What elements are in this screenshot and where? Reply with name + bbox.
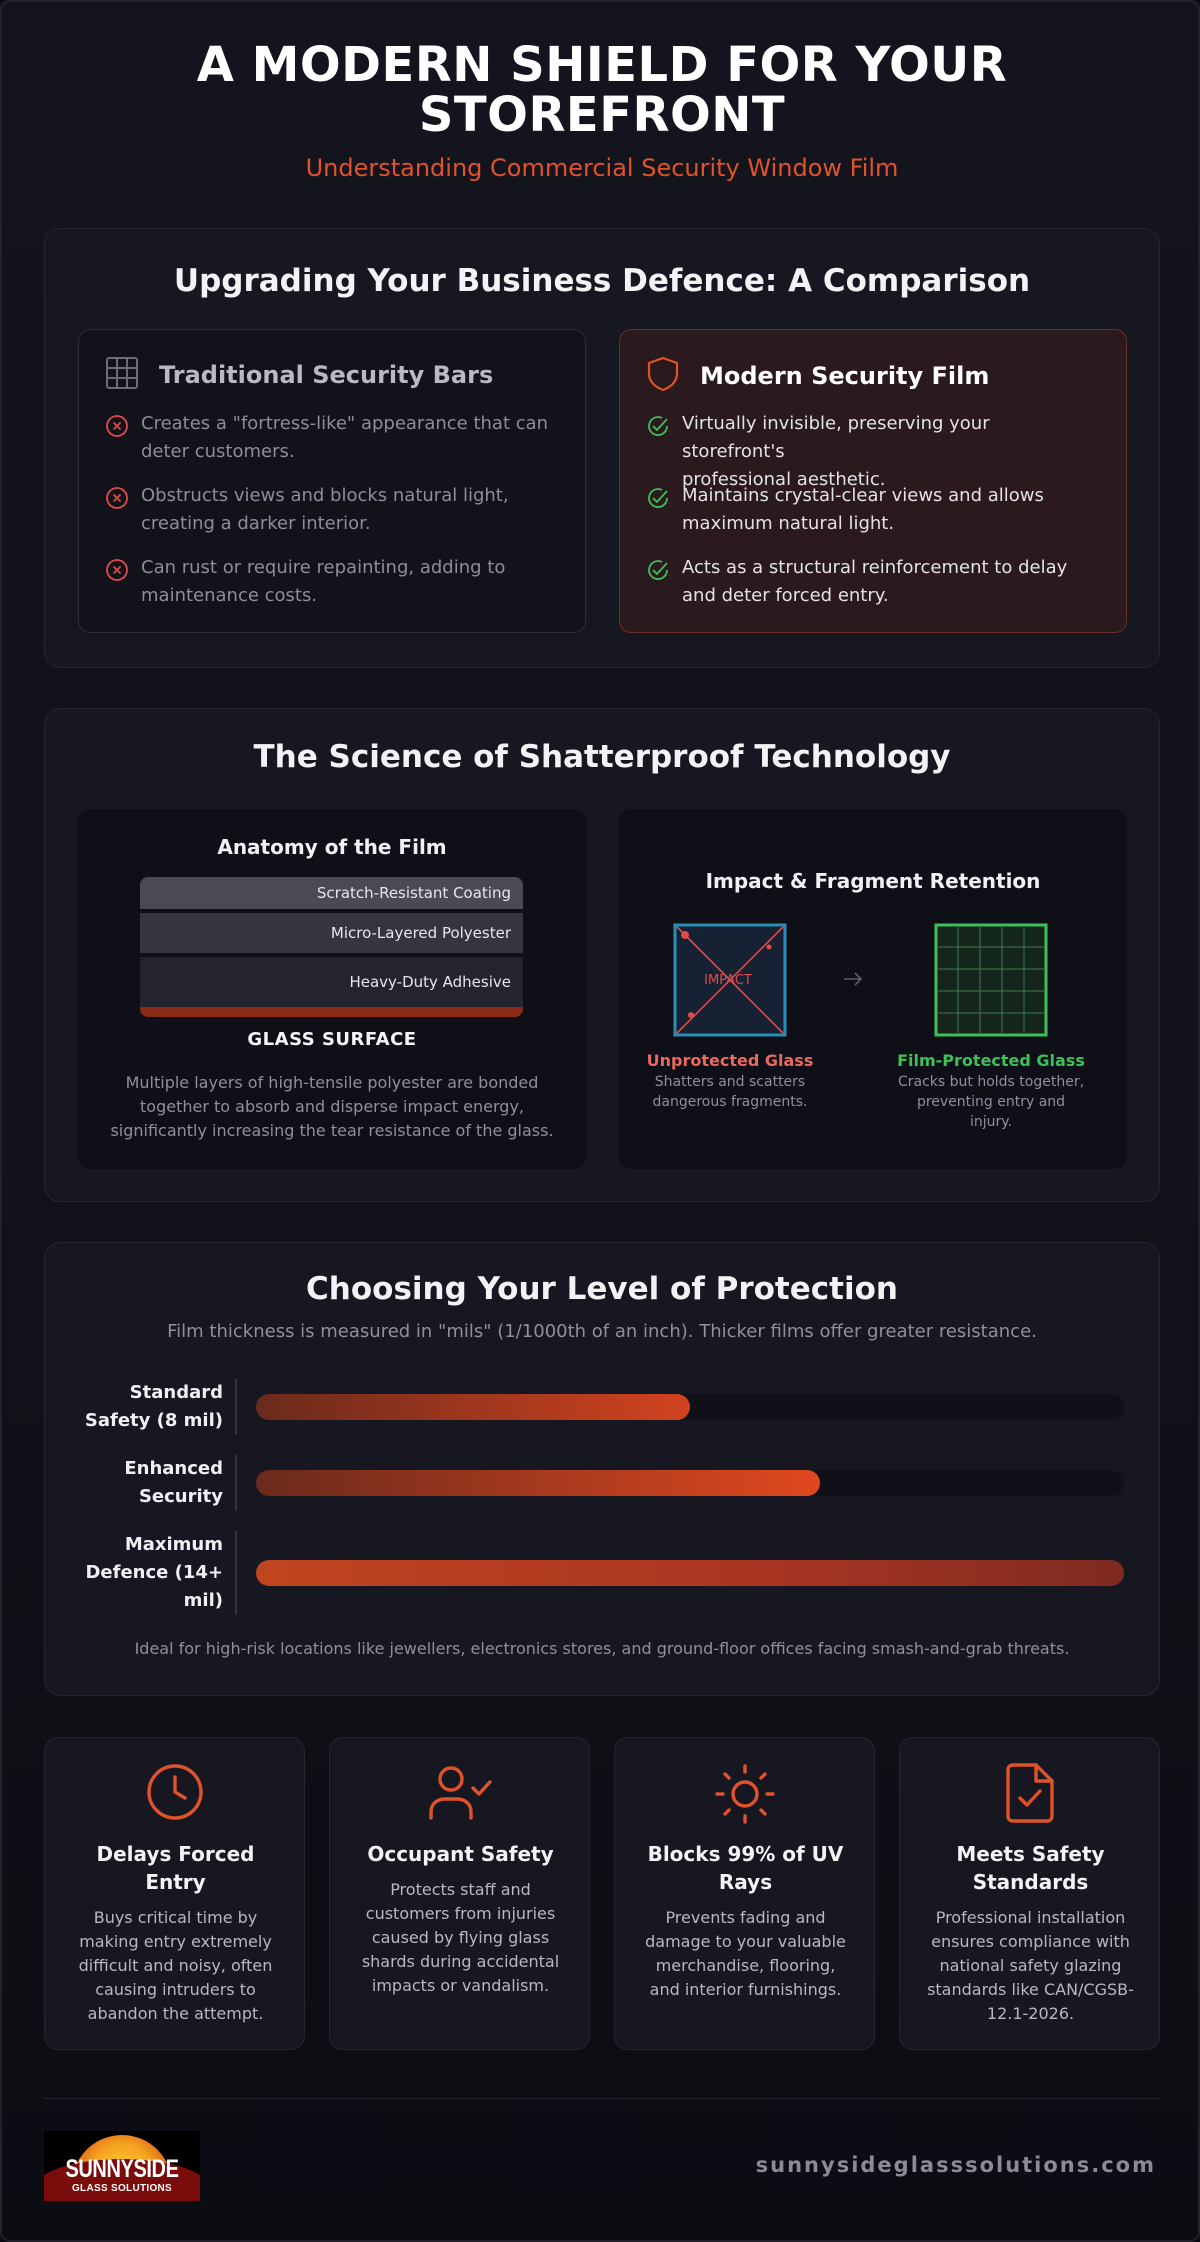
sun-icon	[615, 1762, 874, 1826]
grid-bars-icon	[105, 356, 139, 394]
feature-card-safety-standards: Meets Safety Standards Professional insta…	[899, 1737, 1160, 2050]
feature-card-delays-entry: Delays Forced Entry Buys critical time by…	[44, 1737, 305, 2050]
company-logo[interactable]: SUNNYSIDE GLASS SOLUTIONS	[44, 2131, 200, 2201]
shattered-glass-diagram: IMPACT	[673, 923, 787, 1037]
level-track-enhanced	[256, 1470, 1124, 1496]
feature-title: Delays Forced Entry	[96, 1842, 255, 1894]
protection-levels-note: Ideal for high-risk locations like jewel…	[134, 1639, 1070, 1658]
level-divider	[235, 1379, 237, 1435]
traditional-bars-card: Traditional Security Bars Creates a "for…	[78, 329, 586, 633]
check-circle-icon	[646, 558, 670, 610]
feature-description: Professional installation ensures complia…	[927, 1908, 1134, 2023]
feature-description: Prevents fading and damage to your valuab…	[645, 1908, 846, 1999]
glass-surface-label: GLASS SURFACE	[247, 1029, 417, 1050]
impact-retention-card: Impact & Fragment Retention IMPACT Unpro…	[619, 809, 1127, 1169]
modern-film-item-text: Acts as a structural reinforcement to de…	[682, 557, 1068, 606]
science-panel: The Science of Shatterproof Technology A…	[44, 708, 1160, 1202]
protection-levels-title: Choosing Your Level of Protection	[306, 1271, 898, 1307]
level-bar-standard	[256, 1394, 690, 1420]
clock-icon	[45, 1762, 304, 1822]
traditional-bars-item: Obstructs views and blocks natural light…	[105, 482, 555, 538]
traditional-bars-item-text: Can rust or require repainting, adding t…	[141, 557, 506, 606]
science-title: The Science of Shatterproof Technology	[253, 739, 951, 775]
logo-hill	[44, 2159, 200, 2201]
modern-film-item-text: Virtually invisible, preserving your sto…	[682, 413, 990, 490]
feature-card-uv-block: Blocks 99% of UV Rays Prevents fading and…	[614, 1737, 875, 2050]
protected-glass-title: Film-Protected Glass	[897, 1051, 1085, 1070]
impact-retention-title: Impact & Fragment Retention	[705, 869, 1041, 893]
check-circle-icon	[646, 486, 670, 538]
impact-label: IMPACT	[704, 973, 752, 988]
x-circle-icon	[105, 486, 129, 538]
level-divider	[235, 1531, 237, 1615]
level-label-enhanced: Enhanced Security	[124, 1458, 223, 1507]
feature-description: Buys critical time by making entry extrem…	[78, 1908, 273, 2023]
modern-film-title: Modern Security Film	[700, 362, 990, 390]
adhesive-layer: Heavy-Duty Adhesive	[140, 957, 523, 1007]
modern-film-item: Maintains crystal-clear views and allows…	[646, 482, 1096, 538]
level-bar-enhanced	[256, 1470, 821, 1496]
logo-name: SUNNYSIDE	[65, 2155, 179, 2183]
modern-film-item: Virtually invisible, preserving your sto…	[646, 410, 1096, 494]
check-circle-icon	[646, 414, 670, 494]
film-anatomy-card: Anatomy of the Film Scratch-Resistant Co…	[78, 809, 586, 1169]
level-label-standard: Standard Safety (8 mil)	[84, 1382, 223, 1431]
feature-card-occupant-safety: Occupant Safety Protects staff and custom…	[329, 1737, 590, 2050]
comparison-panel: Upgrading Your Business Defence: A Compa…	[44, 228, 1160, 668]
feature-title: Occupant Safety	[367, 1842, 554, 1866]
protected-glass-column: Film-Protected Glass Cracks but holds to…	[896, 923, 1086, 1132]
comparison-title: Upgrading Your Business Defence: A Compa…	[173, 263, 1031, 299]
level-track-standard	[256, 1394, 1124, 1420]
footer-divider	[44, 2098, 1160, 2099]
feature-description: Protects staff and customers from injurie…	[361, 1880, 560, 1995]
feature-title: Blocks 99% of UV Rays	[647, 1842, 844, 1894]
protected-glass-desc: Cracks but holds together, preventing ent…	[897, 1074, 1085, 1130]
level-divider	[235, 1455, 237, 1511]
intact-glass-diagram	[934, 923, 1048, 1037]
level-bar-maximum	[256, 1560, 1124, 1586]
page-title-line-2: STOREFRONT	[418, 87, 786, 143]
page-subtitle: Understanding Commercial Security Window…	[305, 154, 899, 182]
glass-surface-strip	[140, 1007, 523, 1017]
user-check-icon	[330, 1762, 589, 1822]
traditional-bars-item-text: Obstructs views and blocks natural light…	[141, 485, 509, 534]
protection-levels-panel: Choosing Your Level of Protection Film t…	[44, 1242, 1160, 1696]
modern-film-item: Acts as a structural reinforcement to de…	[646, 554, 1096, 610]
x-circle-icon	[105, 414, 129, 466]
website-link[interactable]: sunnysideglasssolutions.com	[755, 2153, 1156, 2177]
x-circle-icon	[105, 558, 129, 610]
modern-film-item-text: Maintains crystal-clear views and allows…	[682, 485, 1044, 534]
polyester-layer: Micro-Layered Polyester	[140, 913, 523, 953]
film-anatomy-description: Multiple layers of high-tensile polyeste…	[110, 1073, 554, 1140]
level-track-maximum	[256, 1560, 1124, 1586]
film-anatomy-title: Anatomy of the Film	[217, 835, 447, 859]
level-label-maximum: Maximum Defence (14+ mil)	[85, 1534, 223, 1611]
logo-tagline: GLASS SOLUTIONS	[71, 2183, 173, 2194]
traditional-bars-item-text: Creates a "fortress-like" appearance tha…	[141, 413, 549, 462]
scratch-resistant-layer: Scratch-Resistant Coating	[140, 877, 523, 909]
arrow-right-icon	[841, 967, 865, 995]
unprotected-glass-title: Unprotected Glass	[646, 1051, 814, 1070]
file-check-icon	[900, 1762, 1159, 1824]
page-title: A MODERN SHIELD FOR YOUR STOREFRONT	[2, 37, 1198, 143]
traditional-bars-header: Traditional Security Bars	[105, 356, 493, 394]
traditional-bars-title: Traditional Security Bars	[159, 361, 494, 389]
protection-levels-subtitle: Film thickness is measured in "mils" (1/…	[167, 1321, 1037, 1342]
feature-title: Meets Safety Standards	[956, 1842, 1105, 1894]
modern-film-header: Modern Security Film	[646, 356, 989, 396]
page-title-line-1: A MODERN SHIELD FOR YOUR	[196, 37, 1008, 93]
shield-icon	[646, 356, 680, 396]
traditional-bars-item: Creates a "fortress-like" appearance tha…	[105, 410, 555, 466]
modern-film-card: Modern Security Film Virtually invisible…	[619, 329, 1127, 633]
unprotected-glass-desc: Shatters and scatters dangerous fragments…	[652, 1074, 808, 1110]
unprotected-glass-column: IMPACT Unprotected Glass Shatters and sc…	[635, 923, 825, 1112]
traditional-bars-item: Can rust or require repainting, adding t…	[105, 554, 555, 610]
hero: A MODERN SHIELD FOR YOUR STOREFRONT Unde…	[2, 37, 1198, 182]
